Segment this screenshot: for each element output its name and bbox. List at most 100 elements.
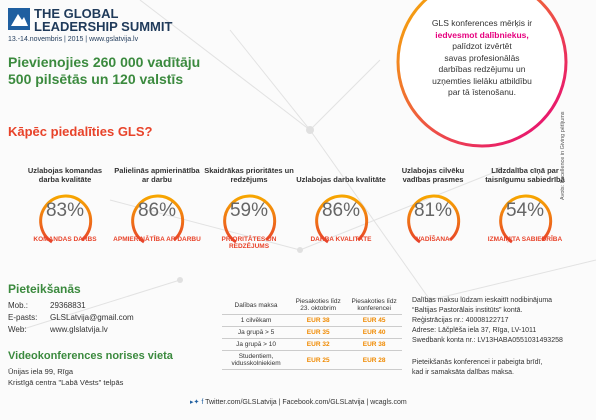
ring-arc: [131, 194, 185, 244]
stats: Uzlabojas komandas darba kvalitāte 83% KOM…: [0, 148, 596, 278]
stat-percent: 54%: [505, 200, 545, 221]
callout-text: savas profesionālās: [444, 52, 520, 63]
fee-cell: EUR 40: [346, 326, 402, 339]
row-label: Studentiem, vidusskolniekiem: [222, 350, 291, 370]
stat-caption: Līdzdalība cīņā par taisnīgumu sabiedrīb…: [485, 166, 565, 184]
table-row: Studentiem, vidusskolniekiem EUR 25 EUR 28: [222, 350, 402, 370]
callout-text: palīdzot izvērtēt: [452, 41, 512, 51]
venue-line: Ūnijas iela 99, Rīga: [8, 367, 74, 376]
contact-label: Web:: [8, 325, 27, 334]
payment-line: Adrese: Lāčplēša iela 37, Rīga, LV-1011: [412, 327, 537, 334]
table-row: Ja grupā > 10 EUR 32 EUR 38: [222, 338, 402, 351]
headline-line: Pievienojies 260 000 vadītāju: [8, 54, 201, 70]
contact-label: Mob.:: [8, 301, 29, 310]
social-icons: ▸✦ f: [190, 399, 206, 406]
fee-table: Dalības maksa Piesakoties līdz 23. oktobr…: [222, 296, 402, 370]
stat-caption: Skaidrākas prioritātes un redzējums: [204, 166, 294, 184]
stat-ring: [407, 194, 461, 244]
stat: Uzlabojas darba kvalitāte 86% DARBA KVALIT…: [296, 148, 386, 244]
fee-cell: EUR 32: [290, 338, 347, 351]
venue: Ūnijas iela 99, Rīga Kristīgā centra "Lab…: [8, 366, 123, 388]
stat-percent: 86%: [137, 200, 177, 221]
payment-note: Pieteikšanās konferencei ir pabeigta brī…: [412, 358, 542, 378]
ring-arc: [499, 194, 553, 244]
venue-line: Kristīgā centra "Labā Vēsts" telpās: [8, 378, 124, 387]
stat-caption: Uzlabojas darba kvalitāte: [296, 175, 386, 184]
fee-cell: EUR 45: [346, 314, 402, 327]
registration: Mob.: 29368831 E-pasts: GLSLatvija@gmail.co…: [8, 300, 134, 336]
stat-percent: 86%: [321, 200, 361, 221]
stat-label: APMIERINĀTĪBA AR DARBU: [113, 236, 201, 243]
section-title: Kāpēc piedalīties GLS?: [8, 124, 153, 139]
stat-ring: [223, 194, 277, 244]
stat-label: VADĪŠANA: [416, 236, 450, 243]
fee-cell: EUR 35: [290, 326, 347, 339]
row-label: Ja grupā > 5: [222, 326, 291, 339]
footer: ▸✦ f Twitter.com/GLSLatvija | Facebook.c…: [190, 398, 407, 406]
table-row: 1 cilvēkam EUR 38 EUR 45: [222, 314, 402, 327]
contact-value: 29368831: [50, 301, 86, 310]
stat-percent: 81%: [413, 200, 453, 221]
contact-row: E-pasts: GLSLatvija@gmail.com: [8, 312, 134, 324]
stat-caption: Uzlabojas komandas darba kvalitāte: [27, 166, 103, 184]
stat: Uzlabojas cilvēku vadības prasmes 81% VADĪ…: [388, 148, 478, 244]
fee-cell: EUR 38: [290, 314, 347, 327]
logo-text: LEADERSHIP SUMMIT: [34, 19, 173, 34]
stat-caption: Palielinās apmierinātība ar darbu: [114, 166, 200, 184]
stat-ring: [39, 194, 93, 244]
logo-icon: [8, 8, 30, 30]
callout-text: par tā īstenošanu.: [447, 87, 517, 97]
callout-text: darbības redzējumu un: [438, 64, 526, 74]
stat-percent: 83%: [45, 200, 85, 221]
ring-arc: [407, 194, 461, 244]
row-label: 1 cilvēkam: [222, 314, 291, 327]
payment-line: “Baltijas Pastorālais institūts” kontā.: [412, 307, 523, 314]
payment-line: Dalības maksu lūdzam ieskaitīt nodibināj…: [412, 297, 553, 304]
stat-label: PRIORITĀTES UN REDZĒJUMS: [221, 236, 277, 250]
payment-note-line: kad ir samaksāta dalības maksa.: [412, 369, 514, 376]
contact-value: www.glslatvija.lv: [50, 325, 108, 334]
payment-line: Reģistrācijas nr.: 40008122717: [412, 317, 509, 324]
callout: GLS konferences mērķis ir iedvesmot dalī…: [406, 18, 558, 99]
ring-arc: [39, 194, 93, 244]
headline: Pievienojies 260 000 vadītāju 500 pilsēt…: [8, 54, 200, 88]
section-title: Videokonferences norises vieta: [8, 350, 173, 362]
stat-label: KOMANDAS DARBS: [33, 236, 97, 243]
footer-links: Twitter.com/GLSLatvija | Facebook.com/GL…: [205, 399, 407, 406]
contact-value: GLSLatvija@gmail.com: [50, 313, 134, 322]
fee-cell: EUR 25: [290, 350, 347, 370]
header-cell: Piesakoties līdz 23. oktobrim: [290, 296, 347, 315]
logo-text: THE GLOBAL: [34, 6, 119, 21]
callout-highlight: iedvesmot dalībniekus,: [435, 29, 529, 40]
stat-label: DARBA KVALITĀTE: [310, 236, 372, 243]
row-label: Ja grupā > 10: [222, 338, 291, 351]
stat-label: IZMAIŅITA SABIEDRĪBA: [487, 236, 563, 243]
payment-note-line: Pieteikšanās konferencei ir pabeigta brī…: [412, 359, 543, 366]
fee-cell: EUR 28: [346, 350, 402, 370]
logo: THE GLOBAL LEADERSHIP SUMMIT: [34, 7, 172, 33]
section-title: Pieteikšanās: [8, 282, 81, 296]
header-cell: Dalības maksa: [222, 296, 291, 315]
contact-row: Web: www.glslatvija.lv: [8, 324, 134, 336]
ring-arc: [223, 194, 277, 244]
ring-arc: [315, 194, 369, 244]
callout-text: uzņemties lielāku atbildību: [432, 75, 532, 86]
stat-ring: [315, 194, 369, 244]
callout-text: GLS konferences mērķis ir: [431, 18, 533, 28]
date-line: 13.-14.novembris | 2015 | www.gslatvija.…: [8, 36, 139, 43]
stat-caption: Uzlabojas cilvēku vadības prasmes: [401, 166, 465, 184]
source-note: Avots: Excellence in Giving pētījums: [560, 111, 566, 200]
payment-line: Swedbank konta nr.: LV13HABA055103149325…: [412, 337, 563, 344]
contact-label: E-pasts:: [8, 313, 38, 322]
payment-info: Dalības maksu lūdzam ieskaitīt nodibināj…: [412, 296, 563, 346]
fee-cell: EUR 38: [346, 338, 402, 351]
contact-row: Mob.: 29368831: [8, 300, 134, 312]
stat: Uzlabojas komandas darba kvalitāte 83% KOM…: [20, 148, 110, 244]
table-header: Dalības maksa Piesakoties līdz 23. oktobr…: [222, 296, 402, 315]
header-cell: Piesakoties līdz konferencei: [346, 296, 402, 315]
stat: Palielinās apmierinātība ar darbu 86% APMI…: [112, 148, 202, 244]
stat: Līdzdalība cīņā par taisnīgumu sabiedrīb…: [480, 148, 570, 244]
stat: Skaidrākas prioritātes un redzējums 59% PR…: [204, 148, 294, 250]
